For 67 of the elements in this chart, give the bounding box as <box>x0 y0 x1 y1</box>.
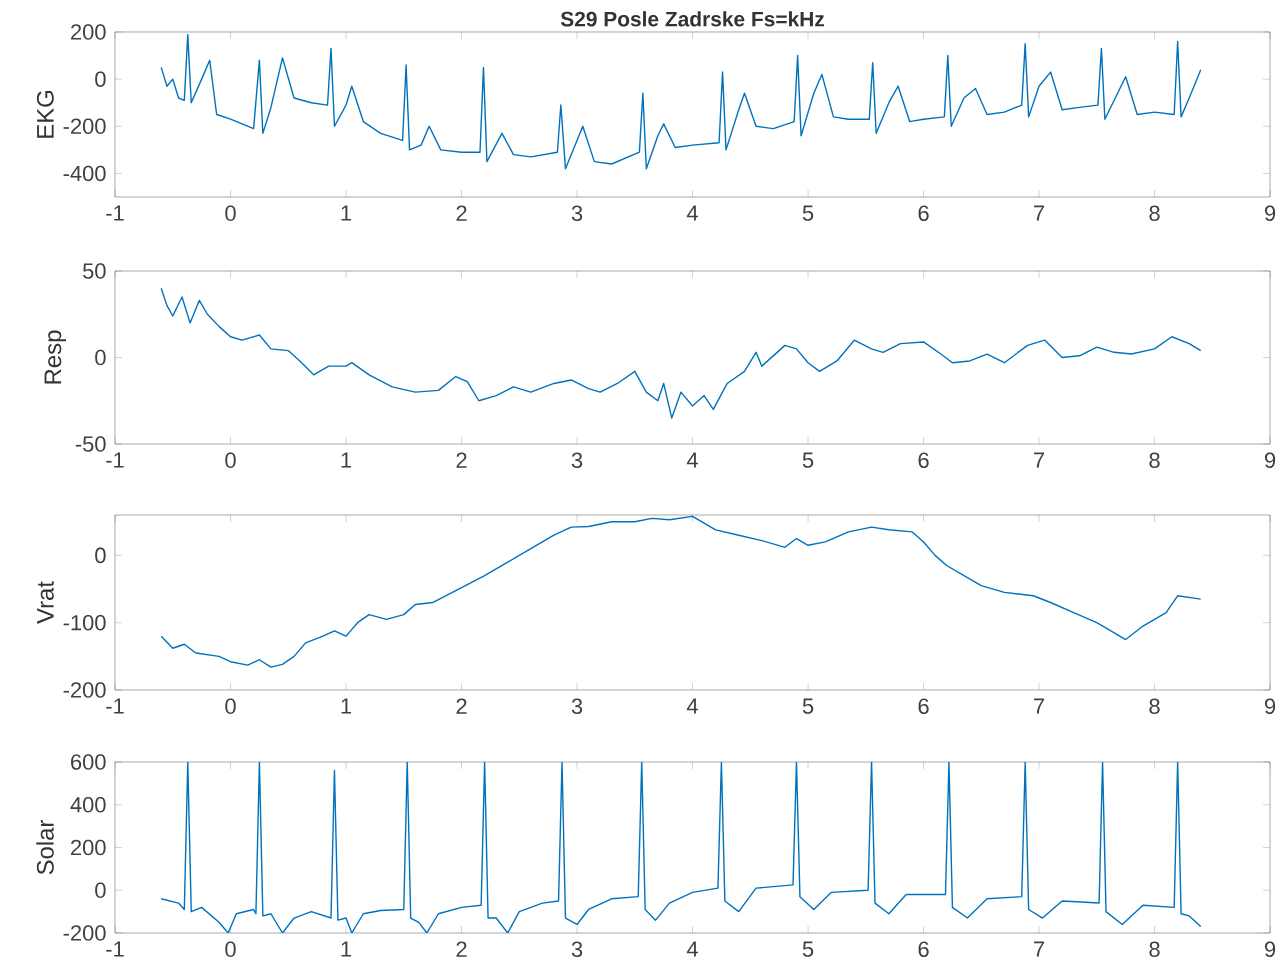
x-tick-label: 3 <box>571 941 583 958</box>
x-tick-label: 8 <box>1149 205 1160 222</box>
x-tick-label: 7 <box>1034 698 1045 714</box>
y-tick-label: 0 <box>95 71 106 87</box>
x-tick-label: 2 <box>456 452 467 468</box>
x-tick-label: 5 <box>802 452 814 468</box>
x-tick-label: 3 <box>571 698 583 715</box>
y-tick-label: 50 <box>83 263 106 279</box>
x-tick-label: 6 <box>918 941 929 958</box>
x-tick-label: -1 <box>106 205 124 221</box>
line-series <box>160 515 1202 668</box>
x-tick-label: -1 <box>106 941 124 957</box>
x-tick-label: 9 <box>1264 452 1276 469</box>
x-tick-label: 6 <box>918 452 929 469</box>
line-series <box>160 762 1202 933</box>
chart-title: S29 Posle Zadrske Fs=kHz <box>560 11 825 27</box>
x-tick-label: 4 <box>686 941 698 957</box>
y-axis-title: EKG <box>36 91 54 138</box>
x-tick-label: 5 <box>802 205 814 221</box>
x-tick-label: 6 <box>918 698 929 715</box>
x-tick-label: 4 <box>686 698 698 714</box>
x-tick-label: 7 <box>1034 941 1045 957</box>
y-axis-title: Resp <box>44 330 67 384</box>
x-tick-label: 1 <box>341 941 352 957</box>
x-tick-label: 0 <box>225 698 236 715</box>
y-tick-label: 600 <box>71 754 106 770</box>
x-tick-label: 5 <box>802 698 814 714</box>
x-tick-label: 9 <box>1264 941 1276 958</box>
y-tick-label: 400 <box>70 796 106 813</box>
y-tick-label: -200 <box>63 118 106 135</box>
line-series <box>160 287 1202 419</box>
x-tick-label: 1 <box>341 205 352 221</box>
x-tick-label: 2 <box>456 941 467 957</box>
x-tick-label: 2 <box>456 698 467 714</box>
x-tick-label: 1 <box>341 698 352 714</box>
x-tick-label: 3 <box>571 205 583 222</box>
y-tick-label: 0 <box>95 882 106 899</box>
y-tick-label: -200 <box>63 925 106 941</box>
y-tick-label: 0 <box>95 547 106 564</box>
x-tick-label: 4 <box>686 452 698 468</box>
y-tick-label: 200 <box>71 24 106 40</box>
x-tick-label: 5 <box>802 941 814 957</box>
x-tick-label: 2 <box>456 205 467 221</box>
x-tick-label: 4 <box>686 205 698 221</box>
x-tick-label: 8 <box>1149 941 1160 958</box>
x-tick-label: 7 <box>1034 452 1045 468</box>
x-tick-label: -1 <box>106 698 124 714</box>
x-tick-label: 7 <box>1034 205 1045 221</box>
x-tick-label: 9 <box>1264 698 1276 715</box>
x-tick-label: 1 <box>341 452 352 468</box>
x-tick-label: 8 <box>1149 452 1160 469</box>
y-tick-label: 200 <box>71 839 106 856</box>
x-tick-label: 8 <box>1149 698 1160 715</box>
x-tick-label: -1 <box>106 452 124 468</box>
y-tick-label: -100 <box>63 614 106 631</box>
x-tick-label: 0 <box>225 941 236 958</box>
y-tick-label: -50 <box>75 436 106 452</box>
x-tick-label: 9 <box>1264 205 1276 222</box>
y-axis-title: Solar <box>36 820 54 875</box>
y-tick-label: 0 <box>95 349 106 366</box>
x-tick-label: 6 <box>918 205 929 222</box>
x-tick-label: 3 <box>571 452 583 469</box>
x-tick-label: 0 <box>225 452 236 469</box>
x-tick-label: 0 <box>225 205 236 222</box>
y-tick-label: -400 <box>63 165 106 182</box>
y-axis-title: Vrat <box>37 581 54 624</box>
y-tick-label: -200 <box>63 682 106 698</box>
